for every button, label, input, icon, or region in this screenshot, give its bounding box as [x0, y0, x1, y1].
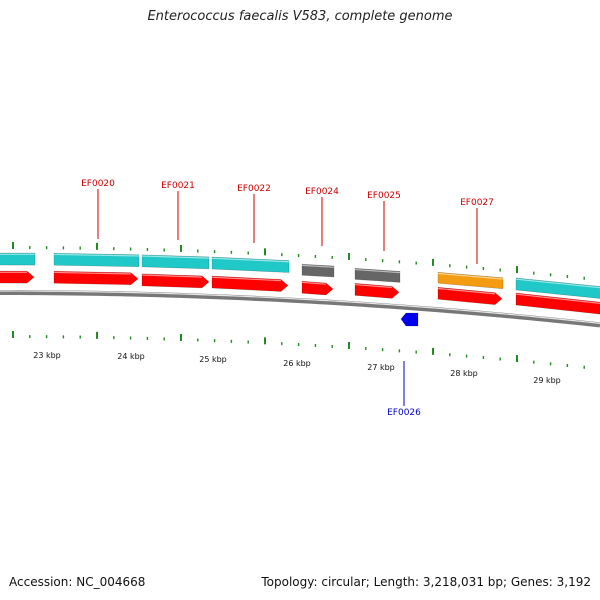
gene-label-ef0024: EF0024 — [305, 187, 339, 197]
cds-block-cyan-sheen — [515, 278, 600, 289]
gene-label-ef0022: EF0022 — [237, 184, 271, 194]
genome-backbone-highlight — [0, 290, 600, 324]
cds-block-cyan-sheen — [53, 253, 140, 257]
scale-label: 25 kbp — [199, 355, 227, 364]
forward-cds-arrow-sheen — [437, 287, 496, 295]
genome-stats-text: Topology: circular; Length: 3,218,031 bp… — [261, 575, 591, 589]
cds-block-cyan — [0, 252, 36, 266]
genome-backbone — [0, 290, 600, 328]
label-layer: EF0020 EF0021 EF0022 EF0024 EF0025 EF0027 EF00… — [33, 179, 561, 418]
forward-cds-arrow — [437, 286, 503, 305]
gene-label-ef0026: EF0026 — [387, 408, 421, 418]
gene-label-ef0020: EF0020 — [81, 179, 115, 189]
track-layer — [0, 252, 600, 328]
cds-block-cyan — [141, 254, 210, 270]
forward-cds-arrow — [53, 270, 139, 286]
cds-block-gray — [301, 263, 335, 278]
cds-block-cyan-sheen — [141, 255, 210, 259]
map-title: Enterococcus faecalis V583, complete gen… — [147, 9, 453, 24]
forward-cds-arrow-sheen — [515, 293, 600, 304]
cds-block-orange — [437, 271, 504, 290]
scale-label: 28 kbp — [450, 369, 478, 378]
cds-block-orange-sheen — [437, 272, 504, 280]
cds-block-cyan — [515, 277, 600, 299]
accession-text: Accession: NC_004668 — [9, 575, 146, 589]
scale-label: 27 kbp — [367, 363, 395, 372]
scale-label: 29 kbp — [533, 376, 561, 385]
gene-label-ef0021: EF0021 — [161, 181, 195, 191]
forward-cds-arrow-sheen — [354, 283, 393, 289]
forward-cds-arrow-sheen — [53, 271, 132, 275]
cds-block-gray-sheen — [301, 264, 335, 268]
minus-strand-cds — [400, 312, 419, 327]
cds-block-cyan-sheen — [211, 257, 290, 263]
gene-label-ef0025: EF0025 — [367, 191, 401, 201]
scale-label: 23 kbp — [33, 351, 61, 360]
cds-block-gray-sheen — [354, 268, 401, 274]
scale-label: 26 kbp — [283, 359, 311, 368]
forward-cds-arrow-sheen — [301, 281, 327, 285]
cds-block-cyan — [53, 252, 140, 268]
forward-cds-arrow — [515, 292, 600, 315]
forward-cds-arrow — [0, 270, 35, 284]
forward-cds-arrow-sheen — [211, 276, 282, 282]
tick-layer — [12, 242, 585, 369]
gene-label-ef0027: EF0027 — [460, 198, 494, 208]
scale-label: 24 kbp — [117, 352, 145, 361]
forward-cds-arrow-sheen — [141, 274, 203, 278]
